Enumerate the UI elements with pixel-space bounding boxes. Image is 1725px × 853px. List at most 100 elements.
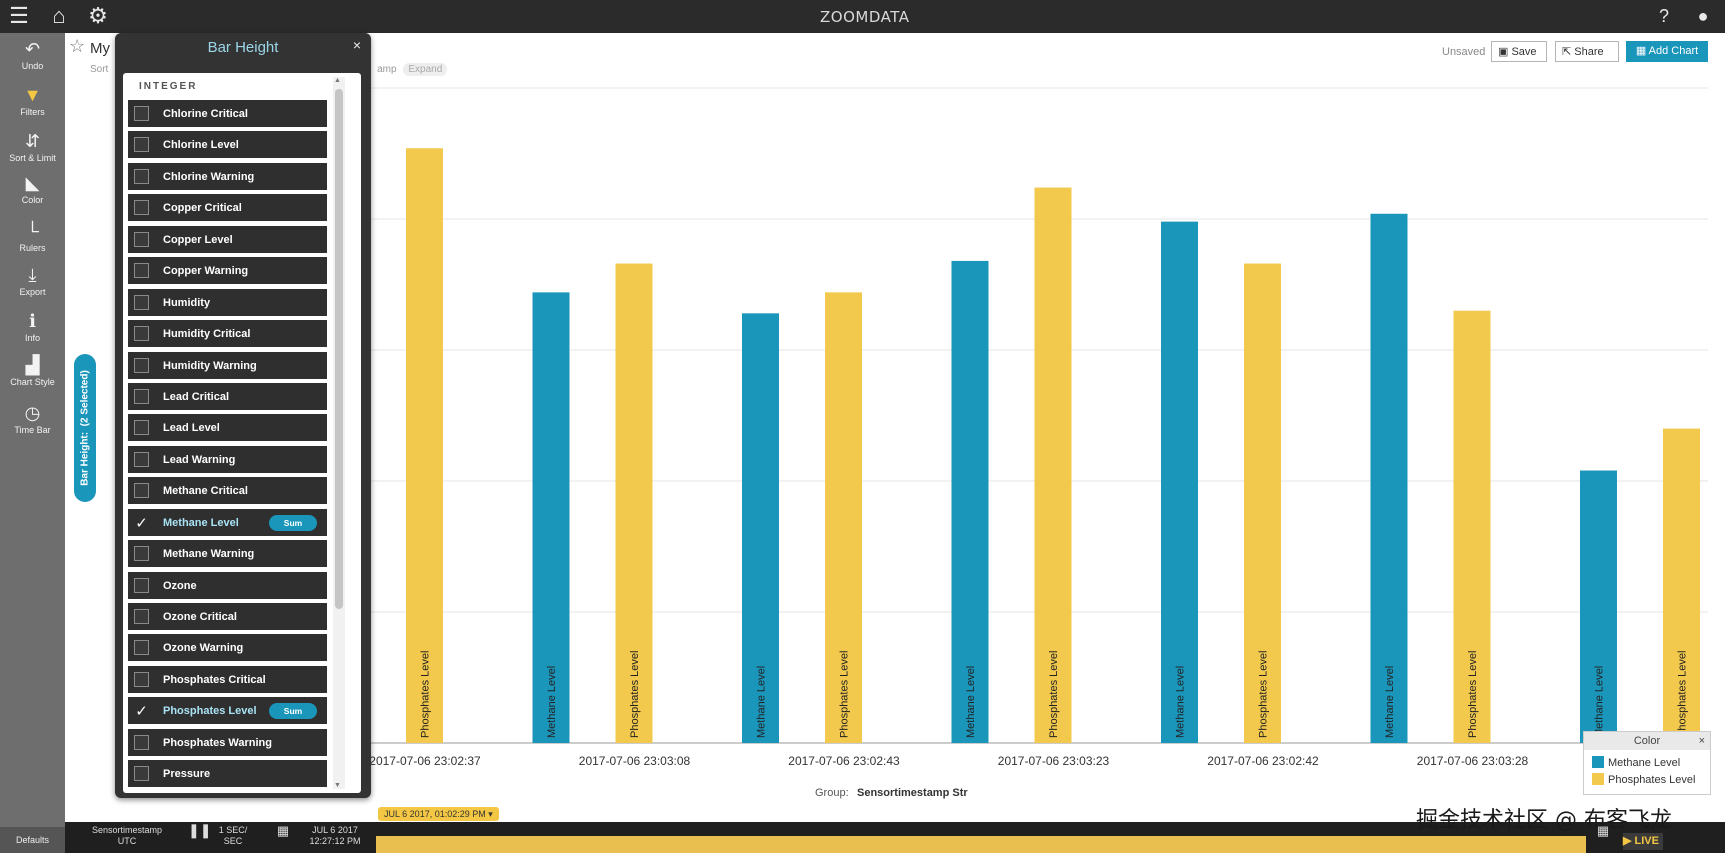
metric-item-phosphates-warning[interactable]: Phosphates Warning xyxy=(127,727,328,757)
calendar-icon[interactable]: ▦ xyxy=(276,823,290,838)
toolbar-export-button[interactable]: ⤓ Export xyxy=(0,265,65,297)
home-icon[interactable]: ⌂ xyxy=(52,3,66,28)
metric-label: Methane Level xyxy=(163,516,239,529)
toolbar-color-button[interactable]: ◣ Color xyxy=(0,173,65,205)
time-marker-text: JUL 6 2017, 01:02:29 PM xyxy=(384,809,486,819)
menu-icon[interactable]: ☰ xyxy=(9,3,29,28)
metric-item-ozone-critical[interactable]: Ozone Critical xyxy=(127,602,328,631)
toolbar-chart-style-button[interactable]: ▟ Chart Style xyxy=(0,355,65,387)
share-button[interactable]: ⇱ Share xyxy=(1555,41,1619,62)
toolbar-undo-button[interactable]: ↶ Undo xyxy=(0,39,65,71)
checkbox[interactable] xyxy=(134,451,149,467)
metric-item-humidity-critical[interactable]: Humidity Critical xyxy=(127,319,328,349)
checkbox[interactable] xyxy=(134,483,149,499)
scroll-thumb[interactable] xyxy=(335,89,343,609)
metric-item-humidity-warning[interactable]: Humidity Warning xyxy=(127,350,328,380)
metric-item-chlorine-warning[interactable]: Chlorine Warning xyxy=(127,161,328,191)
checkbox[interactable] xyxy=(134,263,149,279)
toolbar-label: Undo xyxy=(21,61,44,71)
metric-item-lead-level[interactable]: Lead Level xyxy=(127,413,328,443)
metric-item-lead-critical[interactable]: Lead Critical xyxy=(127,381,328,411)
metric-item-ozone[interactable]: Ozone xyxy=(127,570,328,600)
checkbox[interactable] xyxy=(134,546,149,562)
metric-item-methane-level[interactable]: ✓ Methane Level Sum xyxy=(127,507,328,537)
checkbox-checked[interactable]: ✓ xyxy=(135,703,148,721)
checkbox[interactable] xyxy=(134,200,149,216)
metric-item-phosphates-level[interactable]: ✓ Phosphates Level Sum xyxy=(127,696,328,726)
aggregation-sum-button[interactable]: Sum xyxy=(269,703,317,720)
playback-rate[interactable]: 1 SEC/SEC xyxy=(213,825,253,847)
gear-icon[interactable]: ⚙ xyxy=(88,3,108,28)
metric-item-methane-warning[interactable]: Methane Warning xyxy=(127,539,328,569)
metric-item-pressure[interactable]: Pressure xyxy=(127,759,328,789)
time-start-picker[interactable]: JUL 6 2017 12:27:12 PM xyxy=(295,825,375,847)
toolbar-filters-button[interactable]: ▼ Filters xyxy=(0,85,65,117)
metric-item-lead-warning[interactable]: Lead Warning xyxy=(127,444,328,474)
toolbar-info-button[interactable]: ℹ Info xyxy=(0,311,65,343)
checkbox[interactable] xyxy=(134,168,149,184)
expand-link[interactable]: Expand xyxy=(403,63,448,76)
time-range-track[interactable] xyxy=(376,836,1586,853)
toolbar-rulers-button[interactable]: └ Rulers xyxy=(0,221,65,253)
integer-section-label: INTEGER xyxy=(139,81,198,92)
checkbox[interactable] xyxy=(134,609,149,624)
aggregation-sum-button[interactable]: Sum xyxy=(269,514,317,531)
time-field-selector[interactable]: Sensortimestamp UTC xyxy=(77,825,177,847)
metric-item-copper-critical[interactable]: Copper Critical xyxy=(127,193,328,223)
metric-item-chlorine-level[interactable]: Chlorine Level xyxy=(127,130,328,160)
bar-label: Methane Level xyxy=(965,666,977,738)
brand-logo: ZOOMDATA xyxy=(820,8,910,26)
toolbar-time-bar-button[interactable]: ◷ Time Bar xyxy=(0,403,65,435)
save-button[interactable]: ▣ Save xyxy=(1491,41,1547,62)
live-button[interactable]: ▶ LIVE xyxy=(1623,833,1663,850)
pause-icon[interactable]: ❚❚ xyxy=(188,822,212,838)
legend-entry-phosphates[interactable]: Phosphates Level xyxy=(1592,773,1695,786)
calendar-end-icon[interactable]: ▦ xyxy=(1596,823,1610,838)
favorite-star-icon[interactable]: ☆ xyxy=(69,36,86,56)
x-tick-label: 2017-07-06 23:02:43 xyxy=(788,754,900,768)
time-zone: UTC xyxy=(117,836,137,846)
metric-item-humidity[interactable]: Humidity xyxy=(127,287,328,317)
checkbox[interactable] xyxy=(134,640,149,656)
add-chart-button[interactable]: ▦ Add Chart xyxy=(1626,41,1708,62)
chart-subheader: Sort amp Expand xyxy=(90,63,448,76)
metric-item-methane-critical[interactable]: Methane Critical xyxy=(127,476,328,506)
panel-scrollbar[interactable]: ▲ ▼ xyxy=(333,77,345,789)
bar-height-pill[interactable]: Bar Height: (2 Selected) xyxy=(74,354,96,502)
bar-height-pill-label: Bar Height: (2 Selected) xyxy=(80,370,91,486)
time-marker-bubble[interactable]: JUL 6 2017, 01:02:29 PM ▾ xyxy=(378,807,499,821)
checkbox[interactable] xyxy=(134,671,149,687)
metric-item-chlorine-critical[interactable]: Chlorine Critical xyxy=(127,99,328,128)
defaults-button[interactable]: Defaults xyxy=(0,827,65,853)
checkbox[interactable] xyxy=(134,577,149,593)
metric-label: Lead Critical xyxy=(163,390,230,403)
checkbox[interactable] xyxy=(134,231,149,247)
checkbox[interactable] xyxy=(134,420,149,436)
checkbox[interactable] xyxy=(134,357,149,373)
metric-item-copper-warning[interactable]: Copper Warning xyxy=(127,256,328,286)
checkbox[interactable] xyxy=(134,106,149,121)
checkbox[interactable] xyxy=(134,137,149,153)
scroll-up-icon[interactable]: ▲ xyxy=(334,77,341,84)
time-bar-icon: ◷ xyxy=(24,403,41,423)
checkbox[interactable] xyxy=(134,388,149,404)
metric-item-ozone-warning[interactable]: Ozone Warning xyxy=(127,633,328,663)
metric-item-phosphates-critical[interactable]: Phosphates Critical xyxy=(127,664,328,694)
legend-close-icon[interactable]: × xyxy=(1698,735,1705,747)
help-icon[interactable]: ? xyxy=(1658,6,1669,26)
panel-close-icon[interactable]: × xyxy=(352,37,361,53)
checkbox[interactable] xyxy=(134,326,149,342)
bar-phosphates xyxy=(1453,310,1491,743)
dashboard-title[interactable]: My xyxy=(90,40,110,57)
metric-list: Chlorine Critical Chlorine Level Chlorine … xyxy=(127,99,328,791)
checkbox-checked[interactable]: ✓ xyxy=(135,514,148,532)
checkbox[interactable] xyxy=(134,766,149,782)
legend-entry-methane[interactable]: Methane Level xyxy=(1592,756,1680,769)
scroll-down-icon[interactable]: ▼ xyxy=(334,782,341,789)
color-legend: Color × Methane Level Phosphates Level xyxy=(1583,731,1711,795)
user-icon[interactable]: ● xyxy=(1697,6,1709,26)
metric-item-copper-level[interactable]: Copper Level xyxy=(127,224,328,254)
checkbox[interactable] xyxy=(134,734,149,750)
toolbar-sort-limit-button[interactable]: ⇵ Sort & Limit xyxy=(0,131,65,163)
checkbox[interactable] xyxy=(134,294,149,310)
